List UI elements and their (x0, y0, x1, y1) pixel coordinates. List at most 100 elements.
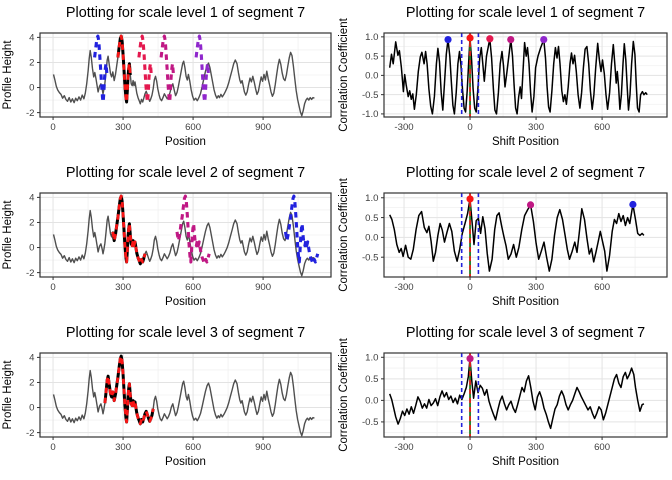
y-axis-label: Profile Height (2, 360, 14, 430)
y-tick-label: 2 (29, 378, 34, 389)
match-dot (466, 34, 474, 42)
x-axis-label: Position (165, 456, 206, 468)
y-tick-label: 2 (29, 218, 34, 229)
y-tick-label: -2 (26, 108, 35, 119)
plot-area (52, 354, 315, 437)
panel-title: Plotting for scale level 1 of segment 7 (406, 5, 645, 21)
plot-area (388, 353, 645, 437)
x-tick-label: 300 (115, 122, 131, 133)
match-dot (540, 35, 548, 44)
panel-background (384, 193, 667, 277)
x-axis-label: Position (165, 296, 206, 308)
curve-match-red (116, 34, 132, 104)
y-tick-label: -0.5 (362, 417, 379, 428)
x-tick-label: 600 (594, 442, 610, 453)
x-tick-label: 0 (50, 122, 55, 133)
match-dot (526, 201, 535, 209)
correlation-plot-level-2: -300 0 300 600 -0.5 0.0 0.5 1.0 Plotting for sca… (338, 165, 668, 308)
match-dot (466, 195, 474, 203)
match-dot (486, 35, 494, 43)
x-tick-label: 0 (467, 442, 472, 453)
panel-background (384, 353, 667, 437)
y-tick-label: 0 (29, 243, 34, 254)
curve-profile (52, 195, 315, 277)
y-tick-label: -0.5 (362, 252, 379, 263)
panel-cell-correlation-plot-level-3: -300 0 300 600 -0.5 0.0 0.5 1.0 Plotting for sca… (336, 320, 672, 480)
plot-area (388, 33, 648, 117)
y-tick-label: 2 (29, 58, 34, 69)
curve-match-blue (93, 34, 109, 104)
match-dot (466, 355, 474, 363)
correlation-plot-level-3: -300 0 300 600 -0.5 0.0 0.5 1.0 Plotting for sca… (338, 325, 668, 468)
x-tick-label: 600 (185, 442, 201, 453)
x-tick-label: 300 (528, 442, 544, 453)
x-tick-label: 300 (528, 282, 544, 293)
y-axis-label: Profile Height (2, 40, 14, 110)
x-tick-label: 300 (528, 122, 544, 133)
x-axis-label: Position (165, 136, 206, 148)
y-tick-label: 4 (29, 193, 35, 204)
x-tick-label: -300 (394, 282, 413, 293)
x-tick-label: 900 (255, 282, 271, 293)
x-tick-label: 900 (255, 122, 271, 133)
y-axis-label: Correlation Coefficient (338, 337, 350, 451)
panel-title: Plotting for scale level 3 of segment 7 (66, 325, 305, 341)
panel-cell-profile-plot-level-2: 0 300 600 900 -2 0 2 4 Plotting for scale level … (0, 160, 336, 320)
x-tick-label: 300 (115, 442, 131, 453)
panel-cell-profile-plot-level-3: 0 300 600 900 -2 0 2 4 Plotting for scale level … (0, 320, 336, 480)
y-tick-label: 0.0 (365, 233, 378, 244)
y-axis-label: Profile Height (2, 200, 14, 270)
y-tick-label: -2 (26, 428, 35, 439)
curve-correlation (388, 37, 648, 115)
x-tick-label: 0 (50, 442, 55, 453)
y-tick-label: 1.0 (365, 193, 378, 204)
match-dot (507, 35, 515, 44)
x-tick-label: 600 (594, 122, 610, 133)
correlation-plot-level-1: -300 0 300 600 -1.0 -0.5 0.0 0.5 1.0 Plotting for… (338, 5, 668, 148)
y-tick-label: -1.0 (362, 109, 379, 120)
panel-title: Plotting for scale level 1 of segment 7 (66, 5, 305, 21)
profile-plot-level-1: 0 300 600 900 -2 0 2 4 Plotting for scale level … (2, 5, 332, 148)
y-tick-label: 1.0 (365, 353, 378, 364)
curve-match-purple (194, 34, 211, 104)
panel-border (39, 352, 332, 438)
x-tick-label: 900 (255, 442, 271, 453)
plot-area (52, 34, 315, 117)
y-tick-label: 0 (29, 403, 34, 414)
curve-correlation (389, 198, 645, 272)
curve-match-violetred (159, 34, 176, 104)
x-tick-label: 0 (467, 122, 472, 133)
y-tick-label: 4 (29, 33, 35, 44)
panel-cell-correlation-plot-level-1: -300 0 300 600 -1.0 -0.5 0.0 0.5 1.0 Plotting for… (336, 0, 672, 160)
curve-match-red (111, 194, 147, 266)
y-tick-label: 0 (29, 83, 34, 94)
panel-border (39, 192, 332, 278)
y-tick-label: 0.5 (365, 51, 378, 62)
curve-match-red (103, 354, 155, 426)
plot-area (52, 194, 320, 277)
x-tick-label: 300 (115, 282, 131, 293)
y-axis-label: Correlation Coefficient (338, 177, 350, 291)
x-tick-label: 0 (50, 282, 55, 293)
curve-match-violetred (175, 194, 211, 266)
y-tick-label: 0.5 (365, 213, 378, 224)
curve-profile (52, 35, 315, 117)
x-tick-label: -300 (394, 442, 413, 453)
match-dot (629, 200, 637, 209)
curve-match-blue (283, 194, 320, 266)
y-tick-label: 0.0 (365, 396, 378, 407)
x-axis-label: Shift Position (492, 296, 559, 308)
panel-border (383, 352, 668, 438)
panel-title: Plotting for scale level 2 of segment 7 (66, 165, 305, 181)
y-axis-label: Correlation Coefficient (338, 17, 350, 131)
y-tick-label: 0.5 (365, 374, 378, 385)
panel-title: Plotting for scale level 3 of segment 7 (406, 325, 645, 341)
x-tick-label: -300 (394, 122, 413, 133)
y-tick-label: -0.5 (362, 90, 379, 101)
x-tick-label: 600 (185, 122, 201, 133)
panel-title: Plotting for scale level 2 of segment 7 (406, 165, 645, 181)
panel-border (39, 32, 332, 118)
curve-match-crimson (137, 34, 153, 104)
x-tick-label: 600 (594, 282, 610, 293)
